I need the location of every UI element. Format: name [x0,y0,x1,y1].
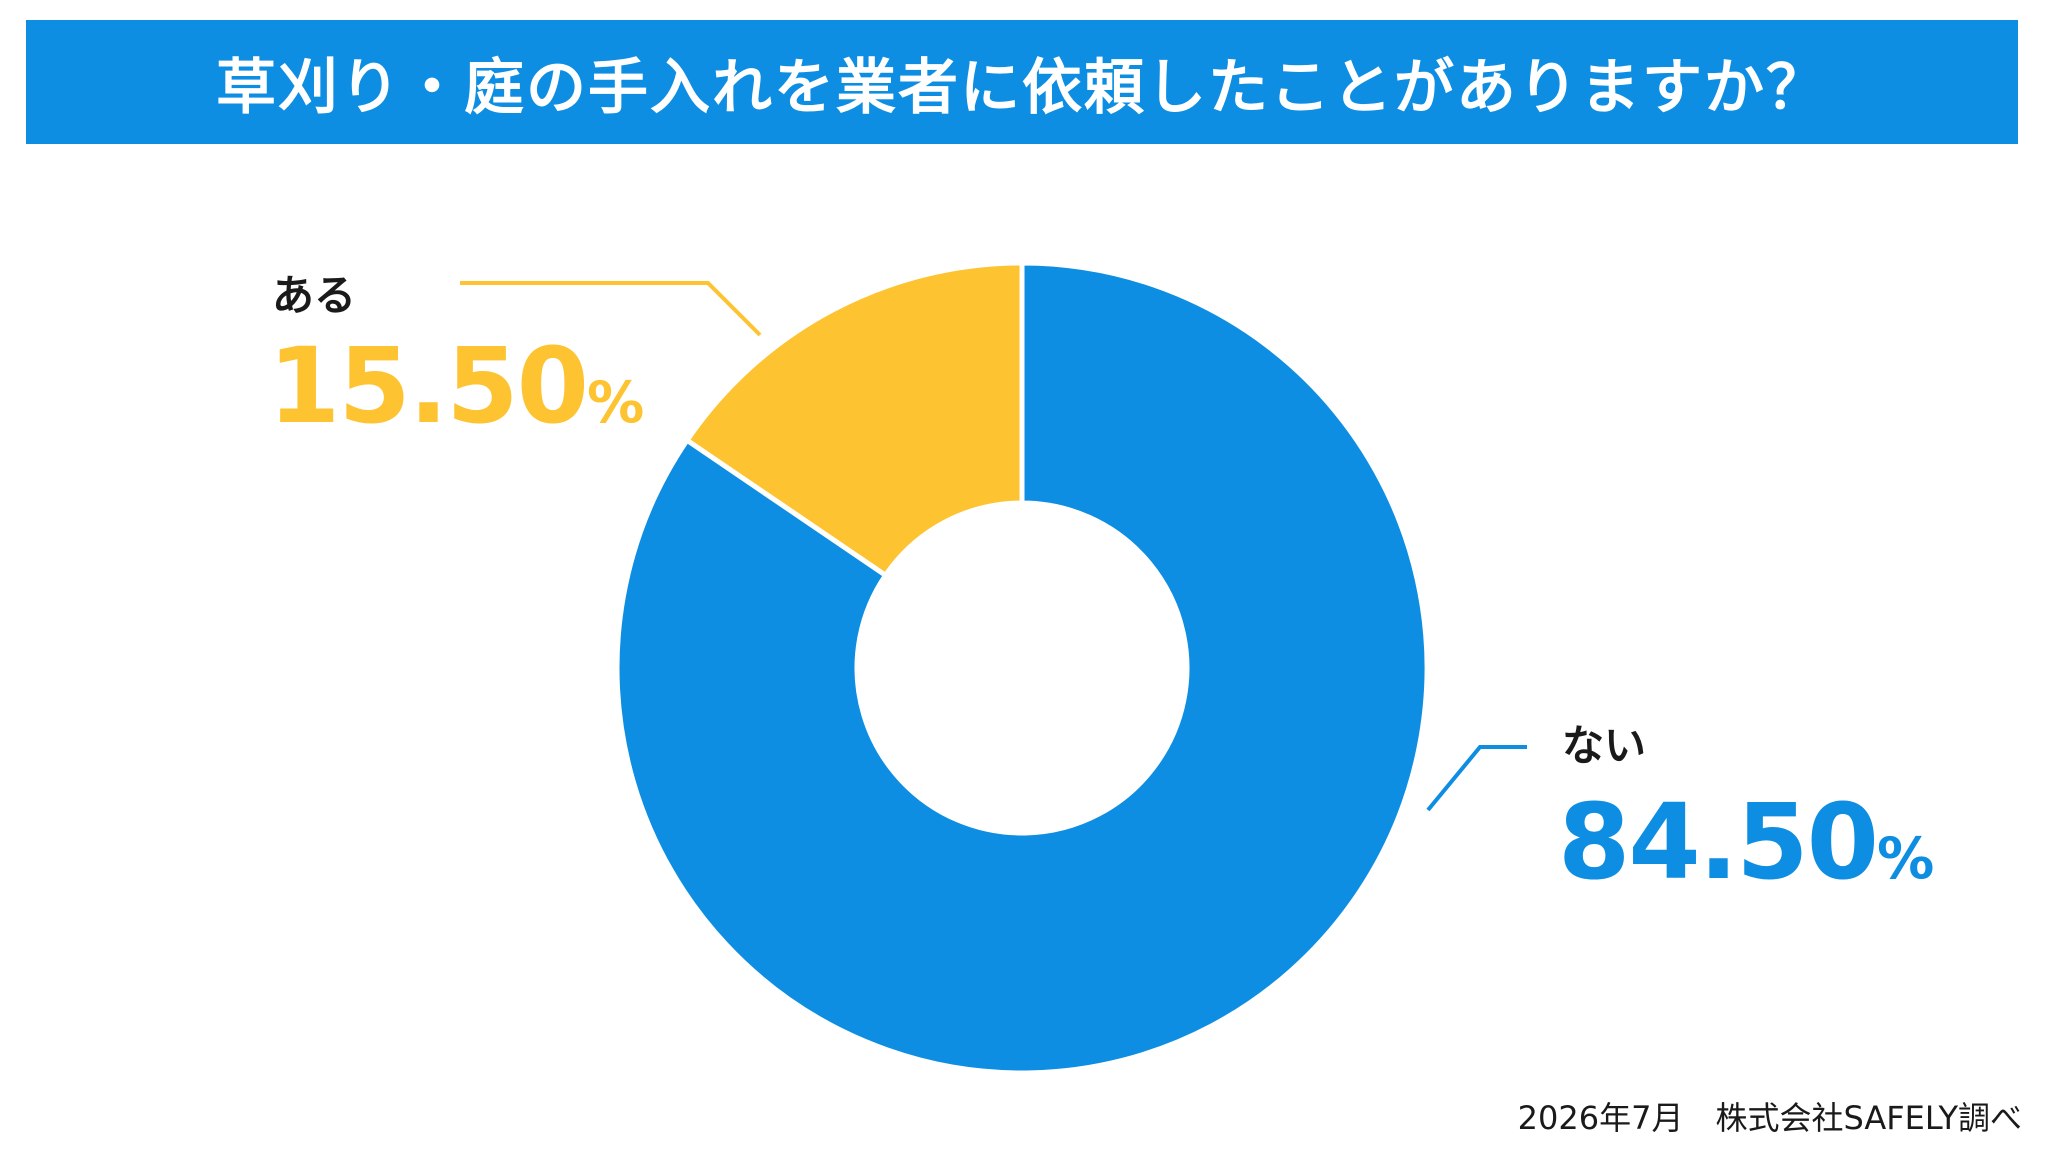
slice-label-aru: ある [272,271,357,320]
slice-value-aru-unit: % [586,370,645,436]
slice-nai [614,260,1430,1076]
leader-line-aru [460,281,762,337]
slice-value-nai-unit: % [1876,826,1935,892]
title-bar: 草刈り・庭の手入れを業者に依頼したことがありますか？ [26,20,2018,144]
source-note: 2026年7月 株式会社SAFELY調べ [1517,1099,2022,1137]
slice-value-aru: 15.50% [268,334,644,438]
chart-title: 草刈り・庭の手入れを業者に依頼したことがありますか？ [216,52,1828,123]
slice-value-nai: 84.50% [1558,790,1934,894]
leader-line-nai [1426,745,1527,812]
slice-label-nai: ない [1562,721,1647,770]
slice-value-aru-number: 15.50 [268,325,589,447]
slice-value-nai-number: 84.50 [1558,781,1879,903]
